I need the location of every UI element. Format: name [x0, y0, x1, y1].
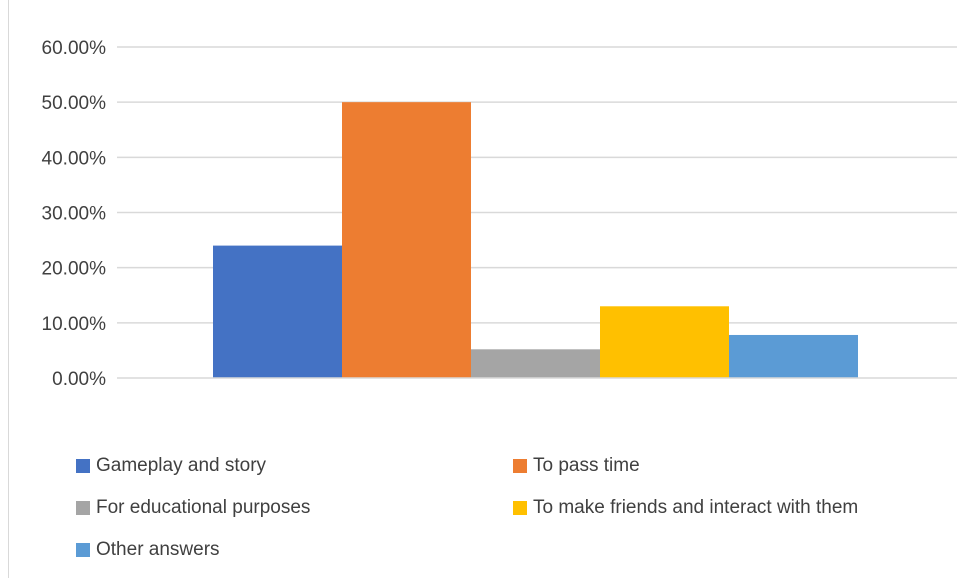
y-axis-tick-labels: 0.00% 10.00% 20.00% 30.00% 40.00% 50.00% 60.00… [42, 38, 107, 390]
bar-4 [729, 334, 858, 378]
legend-item-pass-time: To pass time [513, 452, 640, 480]
legend-label-pass-time: To pass time [533, 455, 640, 476]
gridlines [117, 46, 957, 324]
y-tick-label: 20.00% [42, 259, 107, 280]
legend-item-educational: For educational purposes [76, 494, 310, 522]
bar-chart: 0.00% 10.00% 20.00% 30.00% 40.00% 50.00% 60.00… [42, 38, 957, 390]
legend-label-make-friends: To make friends and interact with them [533, 497, 859, 518]
y-tick-label: 10.00% [42, 314, 107, 335]
y-tick-label: 30.00% [42, 204, 107, 225]
legend-swatch-educational [76, 501, 90, 515]
legend-label-gameplay: Gameplay and story [96, 455, 267, 476]
legend-swatch-other [76, 543, 90, 557]
legend-label-educational: For educational purposes [96, 497, 311, 518]
legend-swatch-make-friends [513, 501, 527, 515]
bar-3 [600, 306, 729, 378]
bar-0 [213, 245, 342, 378]
bars [213, 102, 858, 379]
legend-item-make-friends: To make friends and interact with them [513, 494, 858, 522]
chart-frame-border [8, 0, 9, 578]
legend-item-other: Other answers [76, 536, 220, 564]
legend-item-gameplay: Gameplay and story [76, 452, 266, 480]
bar-2 [471, 349, 600, 378]
legend-swatch-pass-time [513, 459, 527, 473]
legend-swatch-gameplay [76, 459, 90, 473]
y-tick-label: 60.00% [42, 38, 107, 59]
y-tick-label: 40.00% [42, 148, 107, 169]
legend: Gameplay and story To pass time For educ… [76, 452, 956, 572]
legend-label-other: Other answers [96, 539, 220, 560]
y-tick-label: 50.00% [42, 93, 107, 114]
bar-1 [342, 102, 471, 379]
y-tick-label: 0.00% [52, 369, 106, 390]
